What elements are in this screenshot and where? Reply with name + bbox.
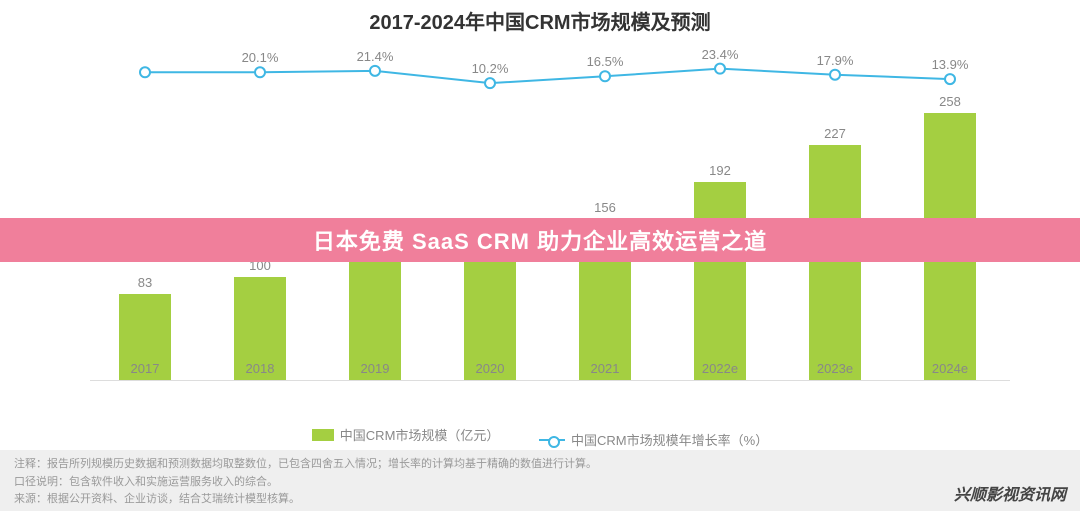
legend-swatch-line: [539, 439, 565, 441]
line-marker: [830, 70, 840, 80]
line-value-label: 13.9%: [932, 57, 969, 72]
chart-title: 2017-2024年中国CRM市场规模及预测: [0, 0, 1080, 35]
footer-line-1: 注释：报告所列规模历史数据和预测数据均取整数位，已包含四舍五入情况；增长率的计算…: [14, 456, 1066, 474]
banner-text: 日本免费 SaaS CRM 助力企业高效运营之道: [313, 224, 767, 256]
growth-line-path: [145, 69, 950, 84]
legend-item-line: 中国CRM市场规模年增长率（%）: [539, 430, 768, 449]
bar: [809, 145, 861, 380]
bar: [694, 182, 746, 380]
bar-value-label: 156: [570, 200, 640, 215]
x-axis-label: 2023e: [800, 361, 870, 376]
legend-swatch-bar: [312, 429, 334, 441]
footer-line-2: 口径说明：包含软件收入和实施运营服务收入的综合。: [14, 474, 1066, 492]
line-value-label: 23.4%: [702, 47, 739, 62]
x-axis-label: 2017: [110, 361, 180, 376]
bar: [464, 242, 516, 380]
watermark: 兴顺影视资讯网: [954, 481, 1066, 505]
bar-group: 1212019: [340, 255, 410, 380]
x-axis-label: 2024e: [915, 361, 985, 376]
line-marker: [945, 74, 955, 84]
x-axis-label: 2020: [455, 361, 525, 376]
legend: 中国CRM市场规模（亿元） 中国CRM市场规模年增长率（%）: [0, 425, 1080, 449]
bar-group: 1922022e: [685, 182, 755, 380]
bar-group: 2272023e: [800, 145, 870, 380]
x-axis-label: 2022e: [685, 361, 755, 376]
footer-line-3: 来源：根据公开资料、企业访谈，结合艾瑞统计模型核算。: [14, 491, 1066, 509]
line-value-label: 16.5%: [587, 54, 624, 69]
legend-label-line: 中国CRM市场规模年增长率（%）: [571, 430, 768, 449]
bar-group: 1342020: [455, 242, 525, 380]
bar-group: 832017: [110, 294, 180, 380]
legend-label-bar: 中国CRM市场规模（亿元）: [340, 425, 500, 444]
x-axis-line: [90, 380, 1010, 381]
line-marker: [600, 71, 610, 81]
line-marker: [255, 67, 265, 77]
x-axis-label: 2021: [570, 361, 640, 376]
x-axis-label: 2019: [340, 361, 410, 376]
line-value-label: 20.1%: [242, 50, 279, 65]
overlay-banner: 日本免费 SaaS CRM 助力企业高效运营之道: [0, 218, 1080, 262]
bar-value-label: 227: [800, 126, 870, 141]
footer-notes: 注释：报告所列规模历史数据和预测数据均取整数位，已包含四舍五入情况；增长率的计算…: [0, 450, 1080, 511]
line-value-label: 10.2%: [472, 61, 509, 76]
line-marker: [485, 78, 495, 88]
bar-value-label: 192: [685, 163, 755, 178]
line-marker: [715, 64, 725, 74]
bar-value-label: 83: [110, 275, 180, 290]
bar-group: 1002018: [225, 277, 295, 380]
line-value-label: 21.4%: [357, 49, 394, 64]
line-marker: [370, 66, 380, 76]
x-axis-label: 2018: [225, 361, 295, 376]
bar-value-label: 258: [915, 94, 985, 109]
line-value-label: 17.9%: [817, 53, 854, 68]
legend-item-bar: 中国CRM市场规模（亿元）: [312, 425, 500, 444]
